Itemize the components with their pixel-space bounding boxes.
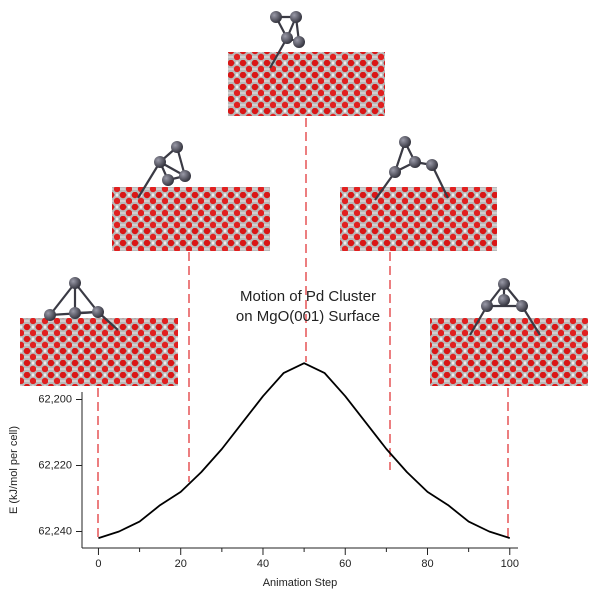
structure-image: [228, 11, 385, 116]
chart-title: Motion of Pd Cluster: [240, 288, 376, 305]
x-tick-label: 0: [95, 558, 101, 570]
x-tick-label: 80: [421, 558, 433, 570]
energy-curve: [98, 362, 511, 539]
y-tick-label: 62,240: [38, 525, 72, 537]
structure-image: [112, 141, 270, 251]
chart-title: on MgO(001) Surface: [236, 308, 380, 325]
x-tick-label: 40: [257, 558, 269, 570]
structure-image: [430, 278, 588, 386]
x-tick-label: 100: [501, 558, 519, 570]
y-tick-label: 62,220: [38, 459, 72, 471]
structure-image: [340, 136, 497, 251]
y-axis-label: E (kJ/mol per cell): [8, 426, 20, 514]
y-tick-label: 62,200: [38, 393, 72, 405]
x-axis-label: Animation Step: [263, 577, 338, 589]
structure-image: [20, 277, 178, 386]
x-tick-label: 20: [175, 558, 187, 570]
x-tick-label: 60: [339, 558, 351, 570]
